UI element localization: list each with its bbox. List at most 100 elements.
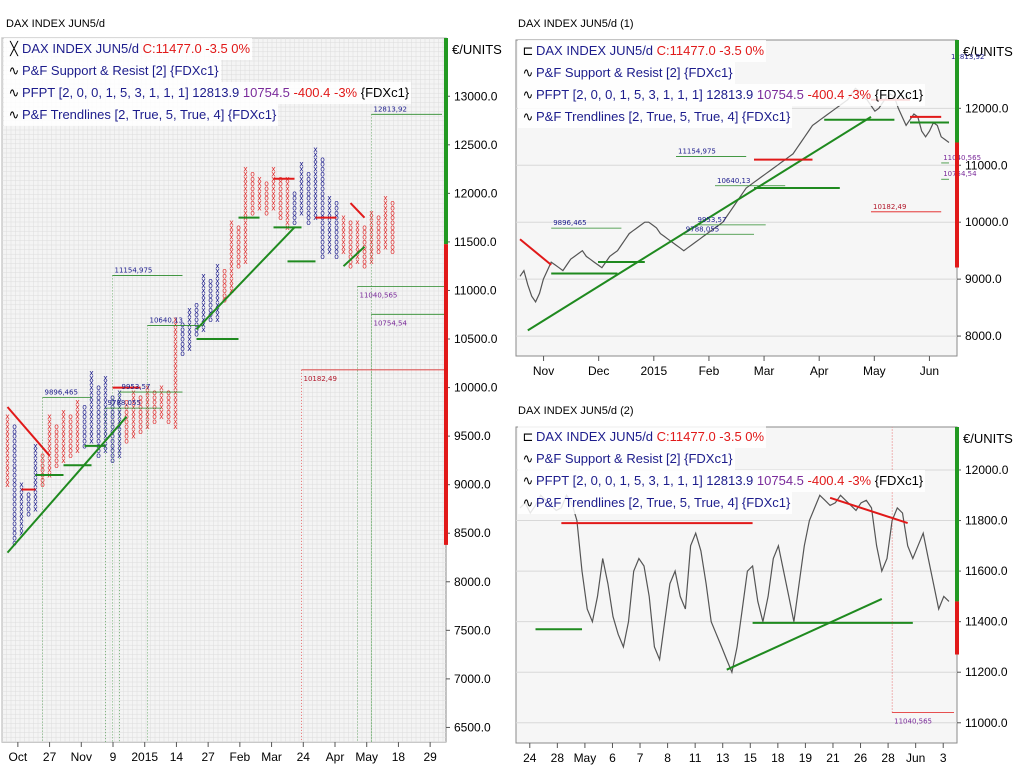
pnf-x-mark: x (131, 422, 136, 431)
pnf-x-mark: x (131, 427, 136, 436)
pnf-o-mark: o (110, 407, 115, 416)
pnf-o-mark: o (166, 412, 171, 421)
x-tick-label: 6 (609, 751, 616, 765)
x-tick-label: Apr (810, 364, 829, 378)
x-tick-label: 8 (664, 751, 671, 765)
pnf-o-mark: o (12, 490, 17, 499)
pnf-o-mark: o (222, 286, 227, 295)
pnf-o-mark: o (334, 233, 339, 242)
pnf-o-mark: o (376, 242, 381, 251)
legend-row[interactable]: ⊏ DAX INDEX JUN5/d C:11477.0 -3.5 0% (518, 426, 925, 448)
pnf-x-mark: x (313, 203, 318, 212)
legend-row[interactable]: ∿ PFPT [2, 0, 0, 1, 5, 3, 1, 1, 1] 12813.… (518, 84, 926, 106)
pnf-x-mark: x (271, 165, 276, 174)
pnf-column: xxxxxxxxxxxxxxxxxxxxxxx (173, 315, 178, 431)
pnf-x-mark: x (327, 228, 332, 237)
x-tick-label: 24 (523, 751, 537, 765)
pnf-x-mark: x (187, 344, 192, 353)
pnf-x-mark: x (355, 242, 360, 251)
pnf-o-mark: o (236, 252, 241, 261)
pnf-x-mark: x (285, 208, 290, 217)
legend-row[interactable]: ∿ P&F Trendlines [2, True, 5, True, 4] {F… (518, 106, 925, 128)
pnf-x-mark: x (103, 388, 108, 397)
signal-bar-down (955, 142, 959, 268)
pnf-o-mark: o (138, 393, 143, 402)
x-tick-label: May (574, 751, 597, 765)
pnf-o-mark: o (54, 427, 59, 436)
pnf-x-mark: x (33, 490, 38, 499)
pnf-x-mark: x (243, 242, 248, 251)
target-label: 12813,92 (374, 105, 407, 113)
pnf-x-mark: x (117, 441, 122, 450)
trendline (349, 202, 366, 219)
pnf-o-mark: o (334, 237, 339, 246)
pnf-x-mark: x (327, 237, 332, 246)
pnf-x-mark: x (117, 422, 122, 431)
legend-row[interactable]: ∿ P&F Trendlines [2, True, 5, True, 4] {F… (4, 104, 411, 126)
pnf-o-mark: o (12, 470, 17, 479)
y-tick-label: 11000.0 (965, 716, 1008, 730)
y-tick-label: 12000.0 (965, 101, 1009, 115)
pnf-o-mark: o (138, 402, 143, 411)
pnf-x-mark: x (229, 237, 234, 246)
legend-row[interactable]: ∿ P&F Support & Resist [2] {FDXc1} (518, 62, 925, 84)
pnf-x-mark: x (187, 339, 192, 348)
pnf-o-mark: o (12, 461, 17, 470)
pnf-o-mark: o (320, 228, 325, 237)
pnf-o-mark: o (306, 208, 311, 217)
legend-row[interactable]: ∿ PFPT [2, 0, 0, 1, 5, 3, 1, 1, 1] 12813.… (4, 82, 412, 104)
pnf-o-mark: o (166, 393, 171, 402)
pnf-x-mark: x (341, 247, 346, 256)
pnf-o-mark: o (152, 407, 157, 416)
legend-name: PFPT [2, 0, 0, 1, 5, 3, 1, 1, 1] (536, 473, 703, 488)
pnf-x-mark: x (5, 436, 10, 445)
pnf-x-mark: x (89, 412, 94, 421)
legend-row[interactable]: ╳ DAX INDEX JUN5/d C:11477.0 -3.5 0% (4, 38, 411, 60)
legend-value-2: 10754.5 (753, 87, 804, 102)
pnf-x-mark: x (173, 354, 178, 363)
pnf-o-mark: o (26, 495, 31, 504)
pnf-o-mark: o (68, 432, 73, 441)
pnf-x-mark: x (61, 407, 66, 416)
pnf-x-mark: x (117, 417, 122, 426)
pnf-x-mark: x (173, 407, 178, 416)
pnf-o-mark: o (96, 388, 101, 397)
legend-row[interactable]: ∿ P&F Support & Resist [2] {FDXc1} (518, 448, 925, 470)
legend-name: P&F Support & Resist [2] {FDXc1} (536, 65, 733, 80)
pnf-x-mark: x (145, 398, 150, 407)
pnf-x-mark: x (313, 179, 318, 188)
pnf-chart-left[interactable]: €/UNITS 6500.0 7000.0 7500.0 8000.0 8500.0 900… (0, 30, 510, 768)
pnf-x-mark: x (159, 393, 164, 402)
pnf-o-mark: o (68, 446, 73, 455)
target-label: 9788,055 (686, 225, 719, 233)
pnf-o-mark: o (68, 436, 73, 445)
pnf-x-mark: x (271, 184, 276, 193)
pnf-x-mark: x (131, 393, 136, 402)
legend-row[interactable]: ∿ PFPT [2, 0, 0, 1, 5, 3, 1, 1, 1] 12813.… (518, 470, 926, 492)
pnf-o-mark: o (96, 402, 101, 411)
pnf-x-mark: x (201, 286, 206, 295)
pnf-x-mark: x (173, 364, 178, 373)
pnf-x-mark: x (327, 218, 332, 227)
pnf-o-mark: o (96, 427, 101, 436)
legend-row[interactable]: ∿ P&F Trendlines [2, True, 5, True, 4] {F… (518, 492, 925, 514)
pnf-x-mark: x (47, 466, 52, 475)
pnf-o-mark: o (292, 199, 297, 208)
pnf-x-mark: x (313, 208, 318, 217)
legend-name: PFPT [2, 0, 0, 1, 5, 3, 1, 1, 1] (22, 85, 189, 100)
pnf-x-mark: x (243, 218, 248, 227)
pnf-o-mark: o (320, 208, 325, 217)
pnf-x-mark: x (131, 412, 136, 421)
legend-row-text: ╳ DAX INDEX JUN5/d C:11477.0 -3.5 0% (4, 38, 253, 60)
pnf-o-mark: o (306, 189, 311, 198)
legend-row[interactable]: ⊏ DAX INDEX JUN5/d C:11477.0 -3.5 0% (518, 40, 925, 62)
pnf-o-mark: o (208, 296, 213, 305)
pnf-x-mark: x (131, 407, 136, 416)
legend-row[interactable]: ∿ P&F Support & Resist [2] {FDXc1} (4, 60, 411, 82)
